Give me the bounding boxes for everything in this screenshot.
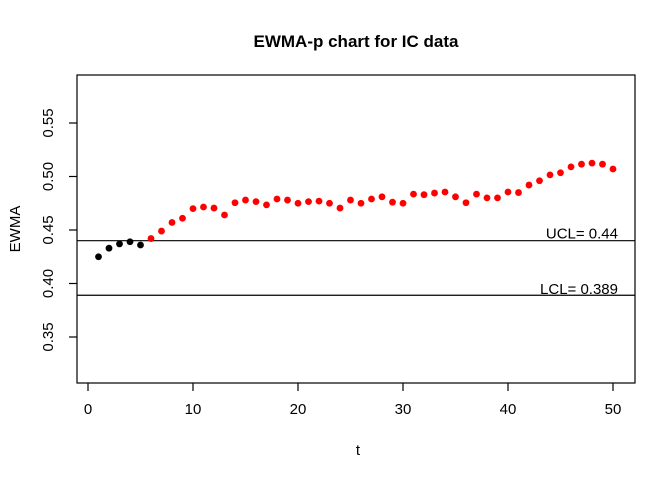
data-point-out-of-control <box>231 199 239 207</box>
data-point-out-of-control <box>168 219 176 226</box>
x-tick-label: 40 <box>500 401 517 418</box>
data-point-out-of-control <box>368 195 375 203</box>
y-tick-label: 0.50 <box>40 162 57 191</box>
data-point-out-of-control <box>567 163 575 171</box>
data-point-out-of-control <box>158 227 165 235</box>
data-point-out-of-control <box>525 181 533 189</box>
data-point-out-of-control <box>462 199 470 207</box>
data-point-out-of-control <box>305 198 312 206</box>
x-tick-label: 0 <box>84 401 92 418</box>
y-tick-label: 0.40 <box>40 269 57 298</box>
data-point-out-of-control <box>347 196 354 204</box>
data-point-out-of-control <box>242 196 249 204</box>
data-point-out-of-control <box>263 201 270 209</box>
x-axis: 0 10 20 30 40 50 <box>84 383 622 418</box>
plot-box <box>76 74 636 384</box>
data-point-out-of-control <box>599 160 606 168</box>
data-point-out-of-control <box>515 189 522 196</box>
data-point-out-of-control <box>483 194 491 202</box>
data-point-out-of-control <box>452 193 459 201</box>
x-tick-label: 50 <box>605 401 622 418</box>
data-point-out-of-control <box>357 199 365 207</box>
data-point-out-of-control <box>536 177 543 185</box>
y-tick-label: 0.35 <box>40 322 57 351</box>
data-point-out-of-control <box>284 196 291 204</box>
data-point-out-of-control <box>179 214 186 222</box>
data-point-out-of-control <box>494 194 501 202</box>
data-point-out-of-control <box>420 191 428 199</box>
data-point-in-control <box>137 241 144 249</box>
data-point-out-of-control <box>431 189 438 197</box>
data-point-out-of-control <box>399 199 407 207</box>
data-point-out-of-control <box>578 160 585 168</box>
data-point-in-control <box>126 238 134 246</box>
data-point-out-of-control <box>189 205 197 213</box>
data-point-out-of-control <box>557 169 564 177</box>
y-tick-label: 0.55 <box>40 108 57 137</box>
y-axis-label: EWMA <box>7 206 24 253</box>
data-point-out-of-control <box>147 235 155 242</box>
data-point-out-of-control <box>609 165 617 173</box>
data-point-out-of-control <box>441 188 449 196</box>
data-point-out-of-control <box>546 171 554 179</box>
x-tick-label: 10 <box>185 401 202 418</box>
data-point-out-of-control <box>389 198 396 206</box>
data-point-out-of-control <box>378 193 386 201</box>
data-point-out-of-control <box>473 190 480 198</box>
data-point-out-of-control <box>273 195 281 203</box>
data-point-in-control <box>105 244 113 252</box>
data-point-in-control <box>116 240 123 248</box>
data-point-in-control <box>95 253 102 261</box>
data-point-out-of-control <box>294 199 302 207</box>
x-axis-label: t <box>356 442 361 459</box>
ucl-label: UCL= 0.44 <box>546 226 618 243</box>
y-axis: 0.35 0.40 0.45 0.50 0.55 <box>40 108 77 352</box>
x-tick-label: 30 <box>395 401 412 418</box>
data-point-out-of-control <box>326 199 333 207</box>
data-point-out-of-control <box>588 159 596 167</box>
data-point-out-of-control <box>221 211 228 219</box>
lcl-label: LCL= 0.389 <box>540 281 618 298</box>
data-point-out-of-control <box>504 188 512 196</box>
data-points <box>95 159 617 261</box>
data-point-out-of-control <box>252 198 260 206</box>
x-tick-label: 20 <box>290 401 307 418</box>
y-tick-label: 0.45 <box>40 215 57 244</box>
data-point-out-of-control <box>336 204 344 212</box>
chart-title: EWMA-p chart for IC data <box>254 32 459 51</box>
data-point-out-of-control <box>210 204 218 212</box>
data-point-out-of-control <box>410 190 417 198</box>
data-point-out-of-control <box>315 197 323 205</box>
data-point-out-of-control <box>200 203 207 211</box>
